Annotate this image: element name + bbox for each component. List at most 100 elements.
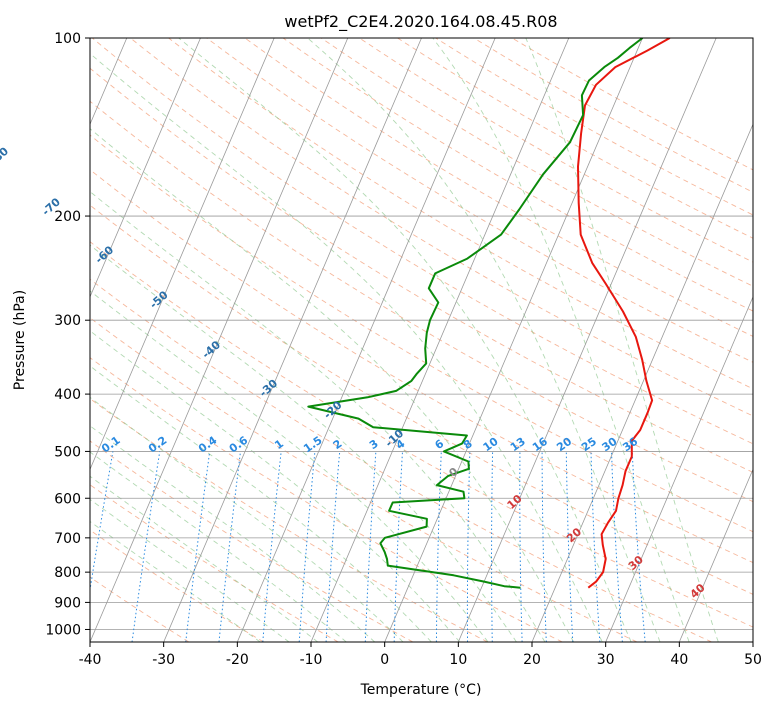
mixing-ratio-line	[466, 451, 471, 642]
dry-adiabat-line	[244, 38, 753, 337]
moist-adiabat-line	[90, 520, 261, 642]
isotherm-label: -30	[257, 377, 281, 400]
mixing-ratio-label: 1.5	[301, 434, 324, 456]
moist-adiabat-line	[90, 330, 461, 642]
mixing-ratio-label: 8	[461, 437, 475, 452]
mixing-ratio-label: 1	[272, 437, 286, 452]
x-tick-label: -40	[79, 652, 102, 668]
isotherm-line	[752, 640, 753, 642]
isotherm-line	[678, 468, 753, 642]
dry-adiabat-line	[359, 38, 753, 263]
moist-adiabat-line	[525, 38, 719, 642]
dewpoint-line	[307, 38, 644, 589]
y-tick-label: 1000	[45, 622, 81, 638]
adiabat-background	[90, 38, 753, 642]
moist-adiabat-line	[90, 396, 404, 642]
x-tick-label: -10	[300, 652, 323, 668]
moist-adiabat-line	[90, 475, 319, 642]
dry-adiabat-line	[90, 440, 414, 642]
isotherm-label: 30	[626, 553, 646, 573]
y-tick-label: 600	[54, 491, 81, 507]
dry-adiabat-line	[90, 241, 753, 628]
x-tick-label: -30	[152, 652, 175, 668]
temperature-line	[577, 38, 671, 589]
x-tick-label: 40	[670, 652, 688, 668]
mixing-ratio-lines	[90, 451, 646, 642]
dry-adiabat-line	[511, 38, 753, 171]
dry-adiabat-line	[90, 576, 190, 642]
isotherm-label: 10	[505, 492, 525, 512]
y-axis-label: Pressure (hPa)	[12, 290, 28, 390]
mixing-ratio-line	[131, 451, 161, 642]
moist-adiabat-line	[90, 244, 517, 642]
line-annotations: 0.10.20.40.611.52346810131620253036-100-…	[0, 144, 708, 601]
y-tick-label: 300	[54, 313, 81, 329]
x-tick-label: -20	[226, 652, 249, 668]
dry-adiabat-line	[168, 38, 753, 390]
y-tick-label: 700	[54, 531, 81, 547]
mixing-ratio-label: 3	[367, 437, 381, 452]
dry-adiabat-line	[90, 484, 339, 642]
isotherm-label: 40	[688, 581, 708, 601]
mixing-ratio-line	[519, 451, 523, 642]
mixing-ratio-label: 0.4	[196, 433, 220, 455]
x-axis-label: Temperature (°C)	[360, 682, 482, 698]
moist-adiabat-line	[90, 498, 290, 642]
moist-adiabat-line	[178, 38, 632, 642]
dry-adiabat-line	[130, 38, 753, 417]
isotherm-line	[605, 295, 753, 642]
mixing-ratio-line	[631, 451, 646, 642]
isotherm-line	[310, 38, 570, 642]
mixing-ratio-line	[185, 451, 211, 642]
isotherm-label: -80	[0, 144, 11, 167]
moist-adiabat-line	[432, 38, 690, 642]
dry-adiabat-line	[90, 357, 563, 642]
mixing-ratio-label: 0.1	[99, 434, 122, 456]
mixing-ratio-line	[590, 451, 601, 642]
y-tick-label: 500	[54, 444, 81, 460]
moist-adiabat-line	[90, 425, 376, 642]
moist-adiabat-line	[90, 52, 603, 642]
moist-adiabat-line	[90, 128, 574, 642]
isotherm-line	[457, 38, 717, 642]
isotherm-line	[531, 123, 753, 642]
sounding-series	[307, 38, 671, 589]
y-tick-label: 200	[54, 209, 81, 225]
x-tick-label: 50	[744, 652, 762, 668]
x-tick-label: 30	[597, 652, 615, 668]
mixing-ratio-line	[364, 451, 377, 642]
dry-adiabat-line	[90, 67, 753, 473]
moist-adiabat-line	[90, 451, 347, 642]
dry-adiabat-line	[90, 317, 638, 642]
mixing-ratio-line	[491, 451, 494, 642]
grid-lines	[90, 38, 753, 642]
dry-adiabat-line	[90, 204, 753, 595]
mixing-ratio-line	[90, 451, 114, 593]
isotherm-label: 20	[564, 525, 584, 545]
moist-adiabat-line	[90, 290, 489, 642]
mixing-ratio-line	[262, 451, 282, 642]
dry-adiabat-line	[90, 134, 753, 533]
y-tick-label: 400	[54, 387, 81, 403]
isotherm-line	[90, 38, 275, 471]
x-tick-label: 20	[523, 652, 541, 668]
isotherm-line	[384, 38, 643, 642]
x-tick-label: 0	[380, 652, 389, 668]
dry-adiabat-line	[435, 38, 753, 216]
isotherm-line	[90, 38, 349, 642]
moist-adiabat-line	[90, 191, 546, 642]
isotherm-line	[90, 38, 201, 298]
isotherm-label: -60	[93, 243, 117, 266]
mixing-ratio-line	[565, 451, 574, 642]
isotherm-line	[163, 38, 422, 642]
moist-adiabat-line	[307, 38, 661, 642]
mixing-ratio-line	[298, 451, 316, 642]
x-axis: -40 -30 -20 -10 0 10 20 30 40 50	[79, 642, 762, 668]
y-tick-label: 800	[54, 565, 81, 581]
y-tick-label: 100	[54, 31, 81, 47]
dry-adiabat-line	[206, 38, 753, 363]
y-tick-label: 900	[54, 595, 81, 611]
isotherm-line	[236, 38, 496, 642]
mixing-ratio-label: 2	[331, 437, 345, 452]
